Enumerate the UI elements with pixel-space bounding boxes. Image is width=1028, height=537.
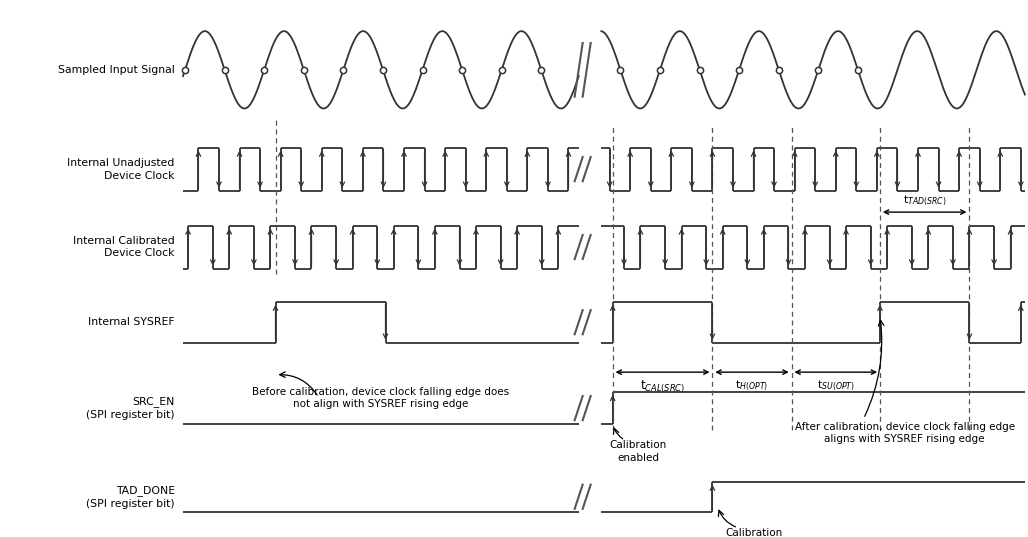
Text: t$_{TAD(SRC)}$: t$_{TAD(SRC)}$	[903, 193, 947, 208]
Text: TAD_DONE
(SPI register bit): TAD_DONE (SPI register bit)	[86, 485, 175, 509]
Text: t$_{H(OPT)}$: t$_{H(OPT)}$	[735, 379, 769, 393]
Text: Sampled Input Signal: Sampled Input Signal	[58, 65, 175, 75]
Text: Before calibration, device clock falling edge does
not align with SYSREF rising : Before calibration, device clock falling…	[252, 387, 509, 409]
Text: After calibration, device clock falling edge
aligns with SYSREF rising edge: After calibration, device clock falling …	[795, 422, 1015, 444]
Text: Internal Unadjusted
Device Clock: Internal Unadjusted Device Clock	[68, 158, 175, 180]
Text: Calibration
enabled: Calibration enabled	[610, 440, 667, 463]
Text: SRC_EN
(SPI register bit): SRC_EN (SPI register bit)	[86, 396, 175, 420]
Text: t$_{SU(OPT)}$: t$_{SU(OPT)}$	[816, 379, 855, 393]
Text: t$_{CAL(SRC)}$: t$_{CAL(SRC)}$	[640, 379, 685, 395]
Text: Calibration
finished: Calibration finished	[725, 528, 782, 537]
Text: Internal SYSREF: Internal SYSREF	[88, 317, 175, 327]
Text: Internal Calibrated
Device Clock: Internal Calibrated Device Clock	[73, 236, 175, 258]
